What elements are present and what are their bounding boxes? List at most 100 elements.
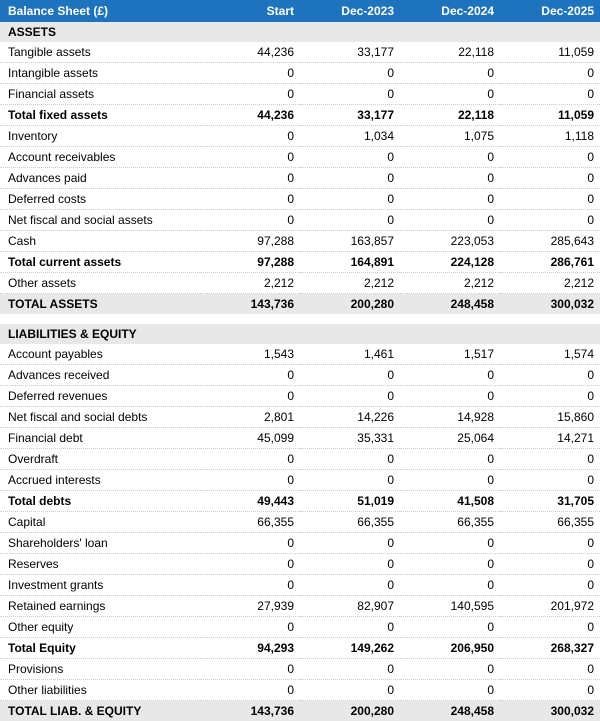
cell-value: 66,355 bbox=[300, 512, 400, 533]
cell-value: 0 bbox=[400, 554, 500, 575]
cell-value: 66,355 bbox=[400, 512, 500, 533]
row-label: Other assets bbox=[0, 273, 200, 294]
col-start: Start bbox=[200, 0, 300, 22]
cell-value: 2,212 bbox=[300, 273, 400, 294]
cell-value: 0 bbox=[400, 533, 500, 554]
cell-value: 0 bbox=[200, 147, 300, 168]
section-label: LIABILITIES & EQUITY bbox=[0, 324, 600, 344]
cell-value: 44,236 bbox=[200, 105, 300, 126]
cell-value: 0 bbox=[400, 386, 500, 407]
cell-value: 0 bbox=[400, 449, 500, 470]
cell-value: 31,705 bbox=[500, 491, 600, 512]
cell-value: 0 bbox=[200, 575, 300, 596]
cell-value: 268,327 bbox=[500, 638, 600, 659]
row-label: Advances paid bbox=[0, 168, 200, 189]
row-label: Total fixed assets bbox=[0, 105, 200, 126]
cell-value: 2,801 bbox=[200, 407, 300, 428]
cell-value: 66,355 bbox=[200, 512, 300, 533]
cell-value: 0 bbox=[200, 449, 300, 470]
cell-value: 0 bbox=[400, 659, 500, 680]
subtotal-row: Total debts49,44351,01941,50831,705 bbox=[0, 491, 600, 512]
cell-value: 0 bbox=[400, 575, 500, 596]
cell-value: 0 bbox=[300, 210, 400, 231]
cell-value: 14,226 bbox=[300, 407, 400, 428]
cell-value: 51,019 bbox=[300, 491, 400, 512]
cell-value: 201,972 bbox=[500, 596, 600, 617]
cell-value: 200,280 bbox=[300, 294, 400, 315]
table-row: Cash97,288163,857223,053285,643 bbox=[0, 231, 600, 252]
cell-value: 1,034 bbox=[300, 126, 400, 147]
cell-value: 1,574 bbox=[500, 344, 600, 365]
table-row: Financial assets0000 bbox=[0, 84, 600, 105]
grand-total-row: TOTAL ASSETS143,736200,280248,458300,032 bbox=[0, 294, 600, 315]
cell-value: 25,064 bbox=[400, 428, 500, 449]
table-row: Capital66,35566,35566,35566,355 bbox=[0, 512, 600, 533]
row-label: Overdraft bbox=[0, 449, 200, 470]
cell-value: 0 bbox=[500, 84, 600, 105]
cell-value: 0 bbox=[200, 617, 300, 638]
section-header: LIABILITIES & EQUITY bbox=[0, 324, 600, 344]
cell-value: 0 bbox=[300, 386, 400, 407]
subtotal-row: Total fixed assets44,23633,17722,11811,0… bbox=[0, 105, 600, 126]
table-row: Advances received0000 bbox=[0, 365, 600, 386]
row-label: Accrued interests bbox=[0, 470, 200, 491]
cell-value: 0 bbox=[400, 617, 500, 638]
table-row: Net fiscal and social debts2,80114,22614… bbox=[0, 407, 600, 428]
cell-value: 0 bbox=[500, 147, 600, 168]
table-row: Reserves0000 bbox=[0, 554, 600, 575]
row-label: Advances received bbox=[0, 365, 200, 386]
cell-value: 0 bbox=[300, 659, 400, 680]
cell-value: 41,508 bbox=[400, 491, 500, 512]
cell-value: 1,543 bbox=[200, 344, 300, 365]
cell-value: 0 bbox=[200, 189, 300, 210]
cell-value: 22,118 bbox=[400, 42, 500, 63]
cell-value: 0 bbox=[200, 365, 300, 386]
cell-value: 0 bbox=[300, 189, 400, 210]
cell-value: 1,517 bbox=[400, 344, 500, 365]
header-title: Balance Sheet (£) bbox=[0, 0, 200, 22]
cell-value: 0 bbox=[200, 63, 300, 84]
cell-value: 2,212 bbox=[200, 273, 300, 294]
cell-value: 300,032 bbox=[500, 294, 600, 315]
table-row: Advances paid0000 bbox=[0, 168, 600, 189]
cell-value: 0 bbox=[200, 210, 300, 231]
row-label: Financial debt bbox=[0, 428, 200, 449]
header-row: Balance Sheet (£) Start Dec-2023 Dec-202… bbox=[0, 0, 600, 22]
cell-value: 0 bbox=[300, 554, 400, 575]
row-label: Shareholders' loan bbox=[0, 533, 200, 554]
cell-value: 164,891 bbox=[300, 252, 400, 273]
row-label: Total current assets bbox=[0, 252, 200, 273]
table-row: Account receivables0000 bbox=[0, 147, 600, 168]
col-dec-2025: Dec-2025 bbox=[500, 0, 600, 22]
table-row: Retained earnings27,93982,907140,595201,… bbox=[0, 596, 600, 617]
cell-value: 97,288 bbox=[200, 252, 300, 273]
cell-value: 15,860 bbox=[500, 407, 600, 428]
cell-value: 206,950 bbox=[400, 638, 500, 659]
cell-value: 223,053 bbox=[400, 231, 500, 252]
cell-value: 14,271 bbox=[500, 428, 600, 449]
row-label: Cash bbox=[0, 231, 200, 252]
row-label: Account payables bbox=[0, 344, 200, 365]
row-label: Tangible assets bbox=[0, 42, 200, 63]
cell-value: 2,212 bbox=[500, 273, 600, 294]
table-row: Shareholders' loan0000 bbox=[0, 533, 600, 554]
row-label: TOTAL ASSETS bbox=[0, 294, 200, 315]
cell-value: 44,236 bbox=[200, 42, 300, 63]
cell-value: 33,177 bbox=[300, 42, 400, 63]
cell-value: 0 bbox=[200, 168, 300, 189]
cell-value: 49,443 bbox=[200, 491, 300, 512]
table-row: Inventory01,0341,0751,118 bbox=[0, 126, 600, 147]
cell-value: 27,939 bbox=[200, 596, 300, 617]
cell-value: 143,736 bbox=[200, 701, 300, 721]
cell-value: 0 bbox=[500, 680, 600, 701]
cell-value: 0 bbox=[400, 168, 500, 189]
cell-value: 0 bbox=[500, 365, 600, 386]
cell-value: 0 bbox=[500, 189, 600, 210]
cell-value: 285,643 bbox=[500, 231, 600, 252]
col-dec-2024: Dec-2024 bbox=[400, 0, 500, 22]
cell-value: 0 bbox=[200, 680, 300, 701]
row-label: Net fiscal and social debts bbox=[0, 407, 200, 428]
cell-value: 0 bbox=[300, 449, 400, 470]
table-row: Other assets2,2122,2122,2122,212 bbox=[0, 273, 600, 294]
cell-value: 1,075 bbox=[400, 126, 500, 147]
